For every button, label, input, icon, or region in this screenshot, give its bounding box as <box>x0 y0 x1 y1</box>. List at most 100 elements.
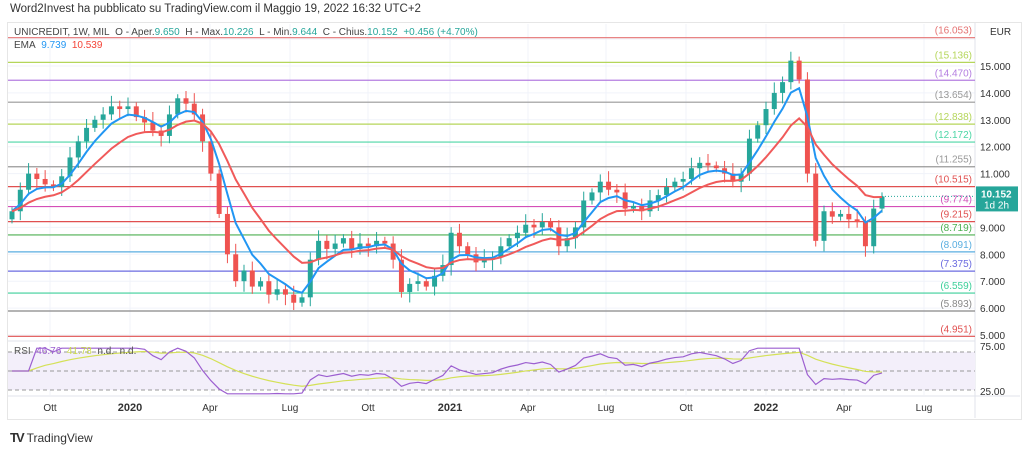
level-label: (15.136) <box>935 50 972 61</box>
rsi-na-1: n.d. <box>97 346 115 357</box>
candle-body <box>357 243 363 249</box>
candle-body <box>531 224 537 228</box>
candle-body <box>216 173 222 214</box>
tradingview-logo: TV TradingView <box>10 430 93 445</box>
rsi-legend[interactable]: RSI 46.76 41.78 n.d. n.d. <box>14 346 136 357</box>
rsi-ma-value: 41.78 <box>66 346 92 357</box>
candle-body <box>382 240 388 244</box>
tradingview-brand: TradingView <box>26 430 93 445</box>
candle-body <box>307 259 313 298</box>
high-value: 10.226 <box>222 27 254 38</box>
candle-body <box>374 240 380 247</box>
candle-body <box>771 92 777 110</box>
candle-body <box>67 157 73 177</box>
candle-body <box>664 187 670 196</box>
candle-body <box>133 106 139 118</box>
candle-body <box>796 60 802 80</box>
candle-body <box>258 281 264 287</box>
candle-body <box>589 192 595 201</box>
candle-body <box>556 227 562 247</box>
candle-body <box>291 294 297 303</box>
candle-body <box>506 238 512 247</box>
ema-fast-line <box>11 86 883 294</box>
candle-body <box>59 176 65 188</box>
candle-body <box>829 211 835 217</box>
time-tick: Lug <box>598 403 615 414</box>
level-label: (5.893) <box>940 299 972 310</box>
ema-slow-line <box>11 117 883 270</box>
candle-body <box>17 189 23 212</box>
candle-body <box>763 109 769 126</box>
symbol-name[interactable]: UNICREDIT, 1W, MIL <box>14 27 110 38</box>
candle-body <box>92 119 98 128</box>
candle-body <box>514 232 520 239</box>
level-label: (12.838) <box>935 112 972 123</box>
level-label: (11.255) <box>935 155 972 166</box>
price-tick: 12.000 <box>980 143 1011 154</box>
candle-body <box>316 240 322 260</box>
candle-body <box>481 259 487 263</box>
time-tick: Ott <box>679 403 693 414</box>
candle-body <box>233 254 239 282</box>
level-label: (8.091) <box>940 240 972 251</box>
low-value: 9.644 <box>292 27 318 38</box>
candle-body <box>813 173 819 241</box>
candle-body <box>465 246 471 255</box>
candle-body <box>672 181 678 188</box>
candle-body <box>100 114 106 120</box>
price-tick: 7.000 <box>980 277 1005 288</box>
rsi-na-2: n.d. <box>119 346 137 357</box>
candle-body <box>407 283 413 292</box>
candle-body <box>340 238 346 244</box>
ema-slow-value: 10.539 <box>71 40 103 51</box>
rsi-value: 46.76 <box>36 346 62 357</box>
candle-body <box>208 141 214 174</box>
candle-body <box>50 184 56 188</box>
candle-body <box>349 238 355 249</box>
symbol-legend: UNICREDIT, 1W, MIL O - Aper.9.650 H - Ma… <box>14 27 478 38</box>
time-tick: 2022 <box>754 402 778 414</box>
candle-body <box>42 178 48 185</box>
candle-body <box>415 281 421 284</box>
level-label: (13.654) <box>935 90 972 101</box>
price-tick: 13.000 <box>980 116 1011 127</box>
price-tick: 14.000 <box>980 89 1011 100</box>
level-label: (10.515) <box>935 175 972 186</box>
ema-label: EMA <box>14 40 36 51</box>
level-label: (14.470) <box>935 68 972 79</box>
rsi-tick: 25.00 <box>980 387 1005 398</box>
candle-body <box>564 238 570 247</box>
candle-body <box>166 114 172 136</box>
candle-body <box>84 127 90 142</box>
candle-body <box>282 289 288 295</box>
level-label: (9.774) <box>940 195 972 206</box>
change-value: +0.456 (+4.70%) <box>403 27 478 38</box>
candle-body <box>854 219 860 223</box>
candle-body <box>249 270 255 287</box>
candle-body <box>365 243 371 247</box>
time-tick: Apr <box>836 403 852 414</box>
candle-body <box>746 138 752 174</box>
candle-body <box>871 208 877 247</box>
candle-body <box>75 141 81 158</box>
rsi-label: RSI <box>14 346 31 357</box>
candle-body <box>448 232 454 266</box>
level-label: (6.559) <box>940 281 972 292</box>
candle-body <box>655 195 661 201</box>
candle-body <box>108 106 114 115</box>
chart-frame <box>7 22 1022 420</box>
last-price-value: 10.152 <box>981 189 1012 200</box>
time-tick: 2021 <box>438 402 462 414</box>
price-tick: 6.000 <box>980 304 1005 315</box>
ema-legend[interactable]: EMA 9.739 10.539 <box>14 40 102 51</box>
time-tick: Ott <box>361 403 375 414</box>
close-value: 10.152 <box>367 27 398 38</box>
price-tick: 5.000 <box>980 331 1005 342</box>
last-price-badge <box>976 186 1018 212</box>
time-tick: Ott <box>43 403 57 414</box>
candle-body <box>117 106 123 110</box>
level-label: (16.053) <box>935 26 972 37</box>
candle-body <box>175 98 181 115</box>
candle-body <box>523 224 529 233</box>
